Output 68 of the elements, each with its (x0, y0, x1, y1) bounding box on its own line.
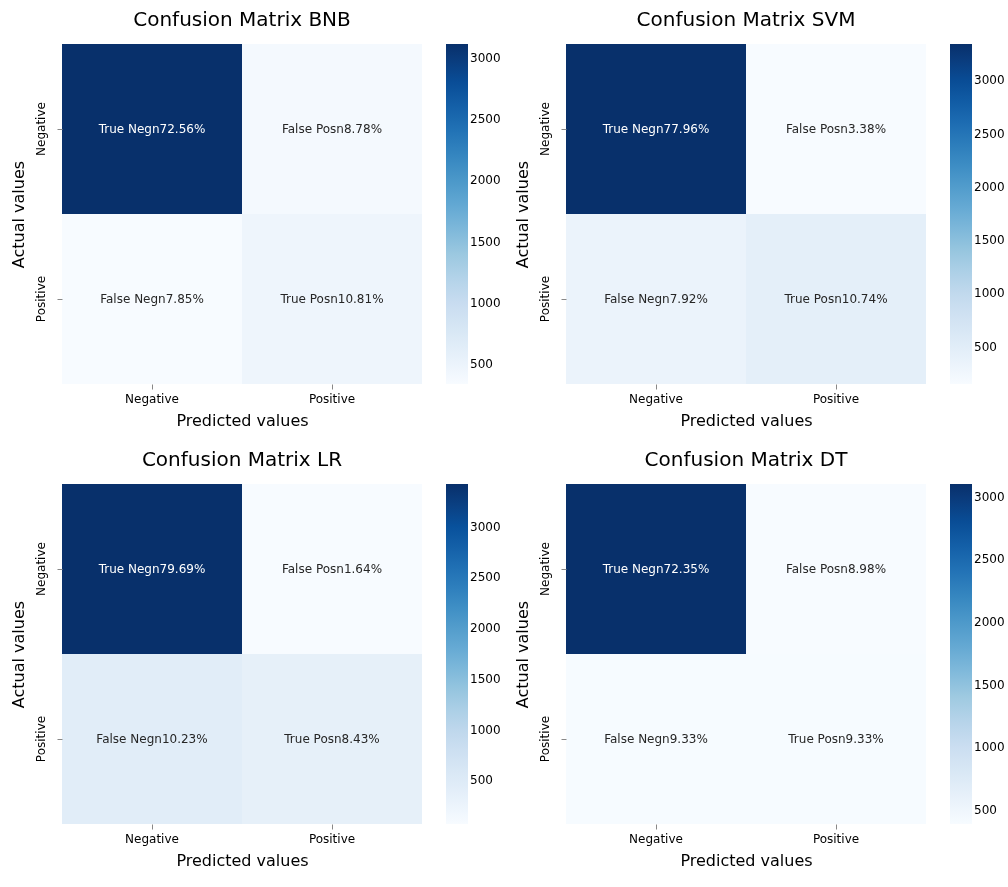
color-bar-label: 2500 (974, 126, 1005, 141)
color-bar-label: 500 (470, 357, 493, 372)
x-axis-title: Predicted values (680, 850, 813, 870)
data-label: False Posn8.78% (281, 122, 383, 136)
x-tick-label: Positive (308, 831, 356, 846)
color-bar-label: 1000 (974, 286, 1005, 301)
color-bar-label: 3000 (470, 50, 501, 65)
color-bar-label: 2000 (974, 179, 1005, 194)
x-tick-label: Positive (812, 831, 860, 846)
color-bar-label: 1500 (974, 233, 1005, 248)
y-axis-title: Actual values (512, 160, 532, 269)
color-bar-label: 1500 (470, 234, 501, 249)
data-label: False Negn7.85% (100, 292, 204, 306)
color-bar-label: 1500 (470, 671, 501, 686)
chart-title: Confusion Matrix LR (141, 447, 343, 471)
data-label: False Posn8.98% (785, 562, 887, 576)
color-bar-label: 2000 (470, 621, 501, 636)
data-label: False Negn9.33% (604, 732, 708, 746)
y-tick-label: Positive (537, 715, 552, 763)
data-label: True Negn72.35% (601, 562, 710, 576)
y-axis-title: Actual values (8, 160, 28, 269)
color-bar-label: 2500 (470, 111, 501, 126)
color-bar-label: 2500 (470, 570, 501, 585)
color-bar-label: 1000 (470, 722, 501, 737)
data-label: True Posn10.74% (783, 292, 888, 306)
color-bar-label: 3000 (974, 489, 1005, 504)
y-axis-title: Actual values (512, 600, 532, 709)
color-bar-label: 3000 (470, 519, 501, 534)
data-label: False Negn10.23% (96, 732, 208, 746)
y-tick-label: Positive (33, 275, 48, 323)
color-bar-label: 500 (974, 803, 997, 818)
chart-title: Confusion Matrix BNB (133, 7, 351, 31)
data-label: False Posn1.64% (281, 562, 383, 576)
y-tick-label: Positive (33, 715, 48, 763)
data-label: True Posn10.81% (279, 292, 384, 306)
color-bar-label: 3000 (974, 73, 1005, 88)
x-axis-title: Predicted values (176, 410, 309, 430)
data-label: True Negn79.69% (97, 562, 206, 576)
color-bar-label: 1500 (974, 677, 1005, 692)
color-bar-label: 500 (470, 773, 493, 788)
x-tick-label: Negative (629, 831, 683, 846)
x-tick-label: Positive (812, 391, 860, 406)
data-label: True Posn8.43% (283, 732, 380, 746)
chart-title: Confusion Matrix SVM (636, 7, 856, 31)
color-bar-label: 1000 (470, 295, 501, 310)
color-bar-label: 1000 (974, 740, 1005, 755)
x-axis-title: Predicted values (680, 410, 813, 430)
chart-title: Confusion Matrix DT (644, 447, 849, 471)
y-tick-label: Negative (33, 102, 48, 156)
data-label: True Negn72.56% (97, 122, 206, 136)
data-label: False Negn7.92% (604, 292, 708, 306)
x-tick-label: Negative (125, 391, 179, 406)
y-tick-label: Negative (537, 542, 552, 596)
color-bar-label: 500 (974, 339, 997, 354)
x-axis-title: Predicted values (176, 850, 309, 870)
y-tick-label: Positive (537, 275, 552, 323)
x-tick-label: Negative (629, 391, 683, 406)
x-tick-label: Negative (125, 831, 179, 846)
color-bar-label: 2000 (974, 615, 1005, 630)
y-tick-label: Negative (537, 102, 552, 156)
data-label: True Negn77.96% (601, 122, 710, 136)
y-axis-title: Actual values (8, 600, 28, 709)
color-bar-label: 2500 (974, 552, 1005, 567)
x-tick-label: Positive (308, 391, 356, 406)
y-tick-label: Negative (33, 542, 48, 596)
data-label: False Posn3.38% (785, 122, 887, 136)
color-bar-label: 2000 (470, 173, 501, 188)
data-label: True Posn9.33% (787, 732, 884, 746)
